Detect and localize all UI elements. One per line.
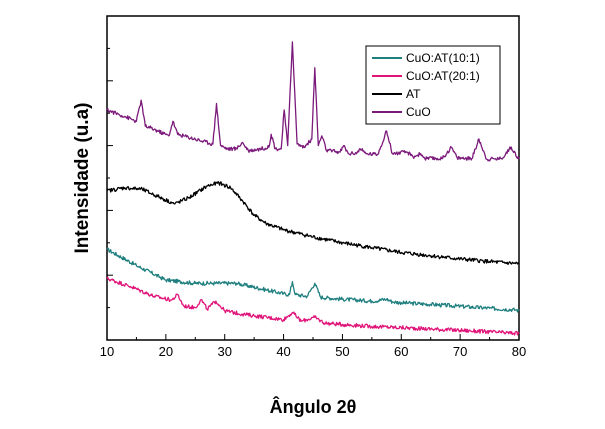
x-tick-label: 30 [217, 344, 231, 359]
series-line-at [106, 180, 520, 266]
legend-label: CuO:AT(20:1) [406, 69, 480, 83]
y-axis-title: Intensidade (u.a) [72, 103, 93, 254]
axes-layer: 10 20 30 40 50 60 70 80 [100, 15, 526, 359]
x-tick-label: 20 [159, 344, 173, 359]
legend: CuO:AT(10:1) CuO:AT(20:1) AT CuO [365, 45, 501, 125]
x-tick-label: 80 [512, 344, 526, 359]
legend-label: CuO:AT(10:1) [406, 51, 480, 65]
x-tick-label: 60 [394, 344, 408, 359]
legend-label: CuO [406, 105, 431, 119]
legend-label: AT [406, 87, 421, 101]
series-line-cuo-at-10-1- [106, 247, 520, 313]
x-tick-label: 50 [335, 344, 349, 359]
series-line-cuo [106, 41, 520, 162]
x-tick-label: 40 [276, 344, 290, 359]
series-layer [106, 41, 520, 336]
series-line-cuo-at-20-1- [106, 276, 520, 336]
x-tick-label: 70 [453, 344, 467, 359]
x-tick-label: 10 [100, 344, 114, 359]
x-axis-title: Ângulo 2θ [270, 396, 357, 417]
